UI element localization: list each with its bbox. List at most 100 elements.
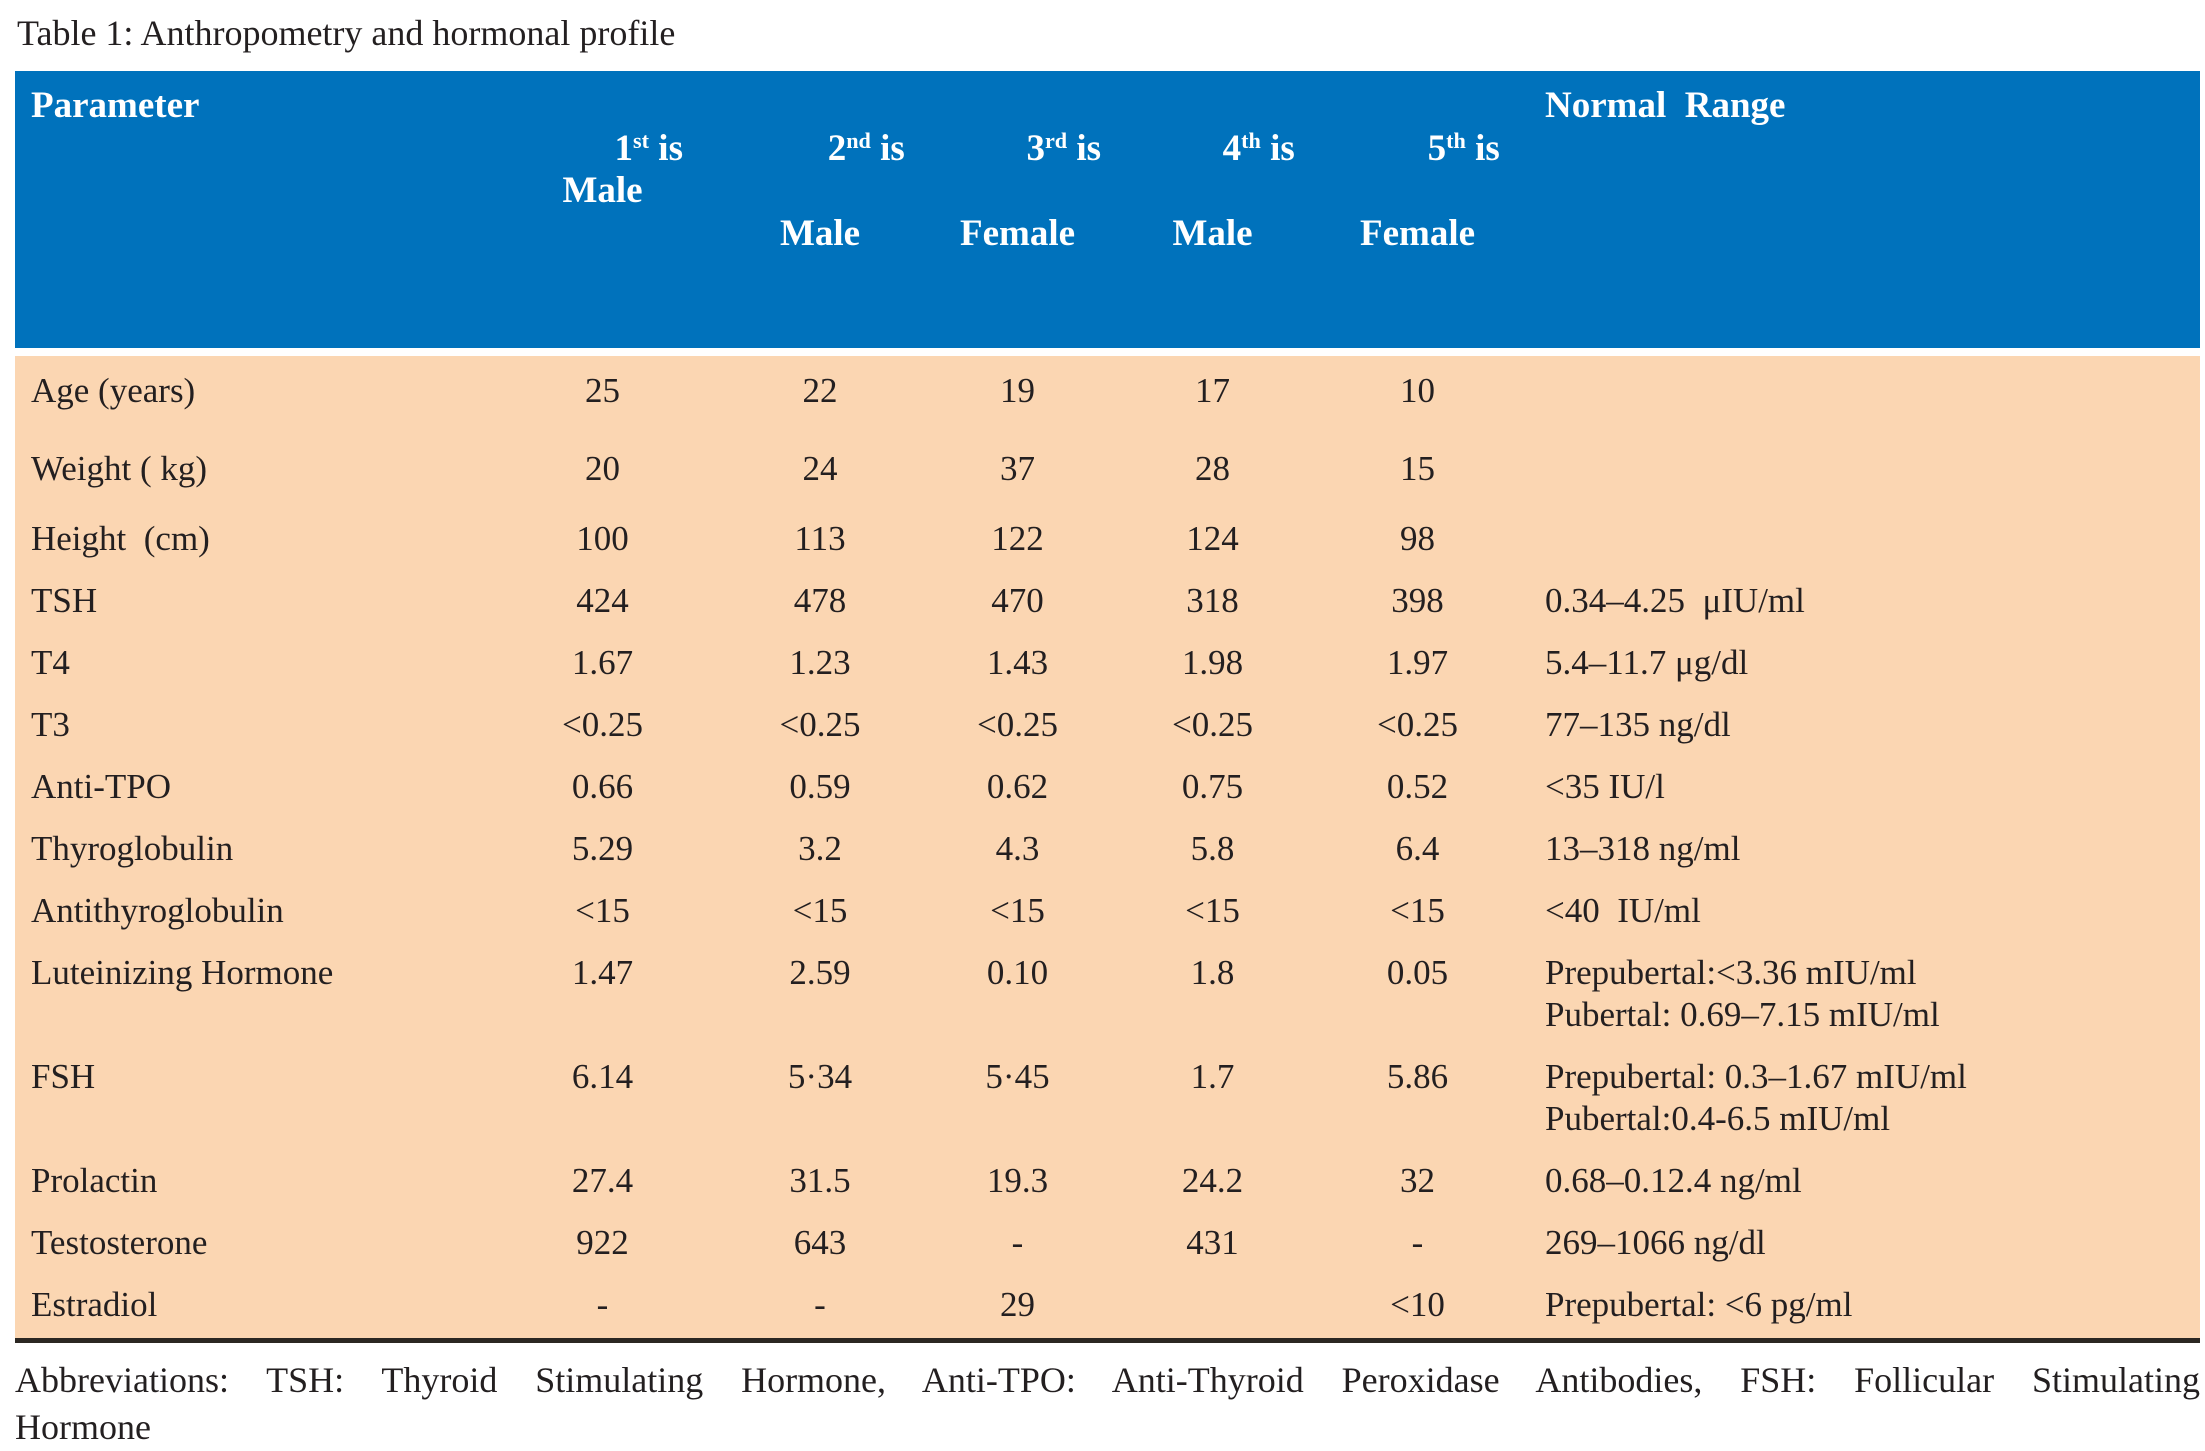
value-cell-3: 1.43	[920, 634, 1115, 697]
value-cell-4: 17	[1115, 356, 1310, 441]
value-cell-2: 5·34	[720, 1048, 920, 1153]
header-normal-range-cell: Normal Range	[1525, 71, 2200, 357]
header-case-4-cell: 4th is Male	[1115, 71, 1310, 357]
value-cell-3: 5·45	[920, 1048, 1115, 1153]
normal-range-cell: 0.68–0.12.4 ng/ml	[1525, 1152, 2200, 1215]
table-row: T3 <0.25 <0.25 <0.25 <0.25 <0.25 77–135 …	[15, 696, 2200, 759]
table-row: Weight ( kg) 20 24 37 28 15	[15, 440, 2200, 511]
value-cell-3: 37	[920, 440, 1115, 511]
value-cell-1: 100	[485, 510, 720, 573]
parameter-cell: Antithyroglobulin	[15, 882, 485, 945]
value-cell-2: 1.23	[720, 634, 920, 697]
value-cell-4: 1.98	[1115, 634, 1310, 697]
value-cell-1: 1.67	[485, 634, 720, 697]
header-case-4-line1: 4th is	[1222, 127, 1295, 169]
parameter-cell: T3	[15, 696, 485, 759]
value-cell-5: 10	[1310, 356, 1525, 441]
value-cell-1: 5.29	[485, 820, 720, 883]
table-caption: Table 1: Anthropometry and hormonal prof…	[17, 13, 676, 53]
parameter-cell: T4	[15, 634, 485, 697]
parameter-cell: FSH	[15, 1048, 485, 1153]
value-cell-1: 0.66	[485, 758, 720, 821]
value-cell-1: 25	[485, 356, 720, 441]
normal-range-cell: <35 IU/l	[1525, 758, 2200, 821]
normal-range-cell: Prepubertal: 0.3–1.67 mIU/ml Pubertal:0.…	[1525, 1048, 2200, 1153]
normal-range-cell: 77–135 ng/dl	[1525, 696, 2200, 759]
table-row: Prolactin 27.4 31.5 19.3 24.2 32 0.68–0.…	[15, 1152, 2200, 1215]
parameter-cell: Testosterone	[15, 1214, 485, 1277]
table-row: FSH 6.14 5·34 5·45 1.7 5.86 Prepubertal:…	[15, 1048, 2200, 1153]
parameter-cell: Luteinizing Hormone	[15, 944, 485, 1049]
value-cell-3: -	[920, 1214, 1115, 1277]
value-cell-2: 24	[720, 440, 920, 511]
table-row: Thyroglobulin 5.29 3.2 4.3 5.8 6.4 13–31…	[15, 820, 2200, 883]
header-row: Parameter 1st is Male 2nd is Male 3rd is…	[15, 71, 2200, 357]
header-case-3-cell: 3rd is Female	[920, 71, 1115, 357]
parameter-cell: Anti-TPO	[15, 758, 485, 821]
value-cell-3: 0.62	[920, 758, 1115, 821]
parameter-cell: Prolactin	[15, 1152, 485, 1215]
normal-range-cell	[1525, 356, 2200, 441]
value-cell-3: 470	[920, 572, 1115, 635]
value-cell-4: 24.2	[1115, 1152, 1310, 1215]
normal-range-cell: Prepubertal: <6 pg/ml	[1525, 1276, 2200, 1344]
value-cell-4	[1115, 1276, 1310, 1344]
value-cell-5: 98	[1310, 510, 1525, 573]
table-row: Anti-TPO 0.66 0.59 0.62 0.75 0.52 <35 IU…	[15, 758, 2200, 821]
table-row: Testosterone 922 643 - 431 - 269–1066 ng…	[15, 1214, 2200, 1277]
header-case-2-cell: 2nd is Male	[720, 71, 920, 357]
table-row: Estradiol - - 29 <10 Prepubertal: <6 pg/…	[15, 1276, 2200, 1344]
abbreviations-line-2: Hormone	[15, 1407, 151, 1448]
value-cell-5: 5.86	[1310, 1048, 1525, 1153]
value-cell-5: 6.4	[1310, 820, 1525, 883]
abbreviations: Abbreviations: TSH: Thyroid Stimulating …	[15, 1357, 2200, 1451]
value-cell-1: 20	[485, 440, 720, 511]
header-case-4-line2: Male	[1172, 212, 1253, 254]
parameter-cell: Age (years)	[15, 356, 485, 441]
value-cell-4: 1.7	[1115, 1048, 1310, 1153]
table-row: TSH 424 478 470 318 398 0.34–4.25 μIU/ml	[15, 572, 2200, 635]
value-cell-4: 1.8	[1115, 944, 1310, 1049]
value-cell-2: 113	[720, 510, 920, 573]
header-case-1-cell: 1st is Male	[485, 71, 720, 357]
value-cell-5: -	[1310, 1214, 1525, 1277]
value-cell-1: 27.4	[485, 1152, 720, 1215]
header-case-3-line2: Female	[959, 212, 1076, 254]
parameter-cell: TSH	[15, 572, 485, 635]
table-row: Age (years) 25 22 19 17 10	[15, 356, 2200, 441]
value-cell-3: 4.3	[920, 820, 1115, 883]
value-cell-3: <15	[920, 882, 1115, 945]
value-cell-2: <0.25	[720, 696, 920, 759]
value-cell-4: 28	[1115, 440, 1310, 511]
value-cell-5: <10	[1310, 1276, 1525, 1344]
value-cell-4: 431	[1115, 1214, 1310, 1277]
value-cell-2: -	[720, 1276, 920, 1344]
value-cell-5: 32	[1310, 1152, 1525, 1215]
value-cell-5: 1.97	[1310, 634, 1525, 697]
header-case-1-line1: 1st is Male	[562, 127, 693, 212]
ordinal-suffix: th	[1446, 127, 1466, 153]
value-cell-4: 5.8	[1115, 820, 1310, 883]
value-cell-2: 478	[720, 572, 920, 635]
table-row: Luteinizing Hormone 1.47 2.59 0.10 1.8 0…	[15, 944, 2200, 1049]
value-cell-1: 424	[485, 572, 720, 635]
header-parameter-cell: Parameter	[15, 71, 485, 357]
header-case-2-line1: 2nd is	[827, 127, 905, 169]
value-cell-5: <0.25	[1310, 696, 1525, 759]
value-cell-2: 2.59	[720, 944, 920, 1049]
value-cell-1: 6.14	[485, 1048, 720, 1153]
normal-range-cell: 13–318 ng/ml	[1525, 820, 2200, 883]
value-cell-1: 1.47	[485, 944, 720, 1049]
parameter-cell: Estradiol	[15, 1276, 485, 1344]
value-cell-2: 31.5	[720, 1152, 920, 1215]
parameter-cell: Thyroglobulin	[15, 820, 485, 883]
value-cell-3: 29	[920, 1276, 1115, 1344]
value-cell-2: 22	[720, 356, 920, 441]
header-case-5-line1: 5th is	[1427, 127, 1500, 169]
value-cell-2: <15	[720, 882, 920, 945]
value-cell-5: 398	[1310, 572, 1525, 635]
table-row: Height (cm) 100 113 122 124 98	[15, 510, 2200, 573]
value-cell-1: <15	[485, 882, 720, 945]
header-case-5-line2: Female	[1359, 212, 1476, 254]
